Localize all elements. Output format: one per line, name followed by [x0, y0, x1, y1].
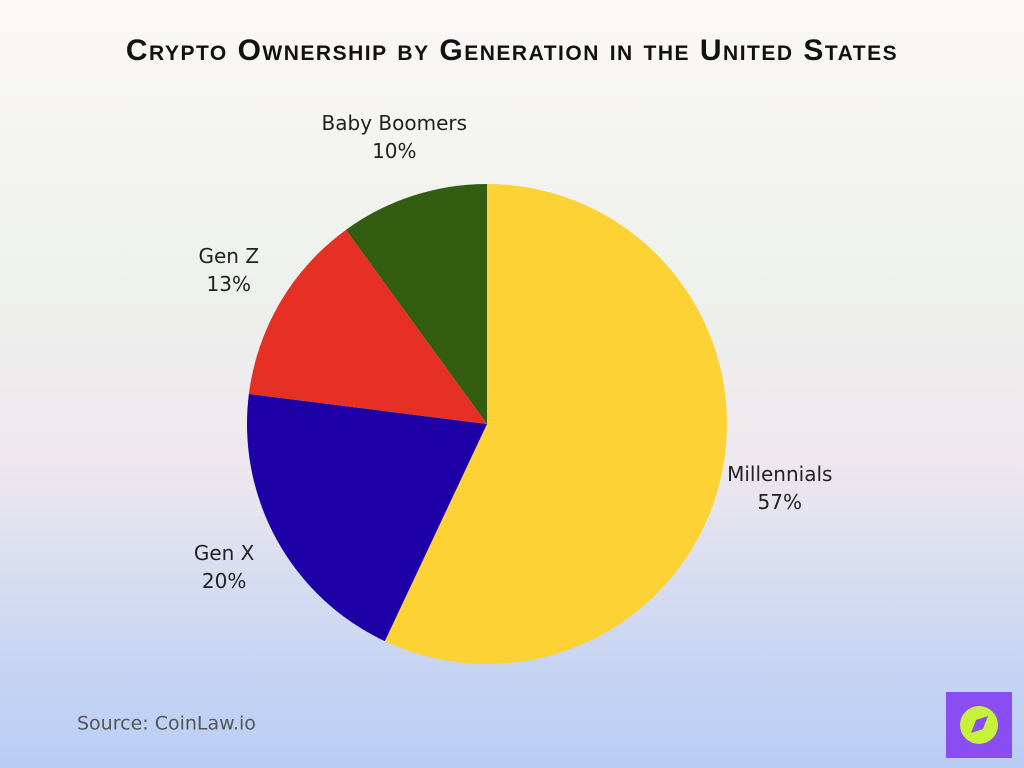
slice-label: Gen Z: [199, 244, 260, 268]
chart-title: Crypto Ownership by Generation in the Un…: [126, 34, 898, 67]
slice-value-label: 20%: [202, 569, 246, 593]
pie-slice: [345, 184, 487, 424]
slice-label: Baby Boomers: [322, 111, 468, 135]
slice-label: Gen X: [194, 541, 255, 565]
pie: Millennials 57% Gen X 20% Gen Z 13% Baby Boome…: [194, 111, 832, 664]
pie-slice: [247, 393, 487, 642]
logo-needle: [971, 716, 988, 733]
source: Source: CoinLaw.io: [77, 713, 256, 735]
pie-slice: [248, 229, 487, 424]
slice-label: Millennials: [727, 462, 832, 486]
slice-value-label: 57%: [758, 490, 802, 514]
slice-value-label: 13%: [207, 272, 251, 296]
pie-slice: [384, 184, 727, 664]
slice-value-label: 10%: [372, 139, 416, 163]
logo: [946, 692, 1012, 758]
